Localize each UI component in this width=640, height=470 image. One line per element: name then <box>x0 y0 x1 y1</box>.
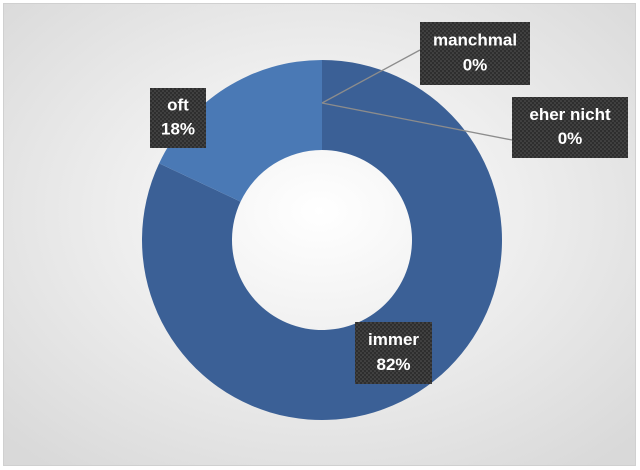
leader-line <box>321 49 421 104</box>
data-label-box <box>512 97 628 158</box>
donut-slice <box>159 60 322 202</box>
data-label-name: immer <box>368 330 419 349</box>
data-label-box <box>355 322 432 384</box>
data-label-box <box>150 88 206 148</box>
data-label-name: oft <box>167 95 189 114</box>
data-label-value: 18% <box>161 119 195 138</box>
data-label-box <box>420 22 530 85</box>
data-label-name: manchmal <box>433 30 517 49</box>
data-label-value: 82% <box>376 355 410 374</box>
data-label-name: eher nicht <box>529 105 611 124</box>
data-label-value: 0% <box>558 129 583 148</box>
data-label-value: 0% <box>463 56 488 75</box>
leader-line <box>321 102 513 141</box>
